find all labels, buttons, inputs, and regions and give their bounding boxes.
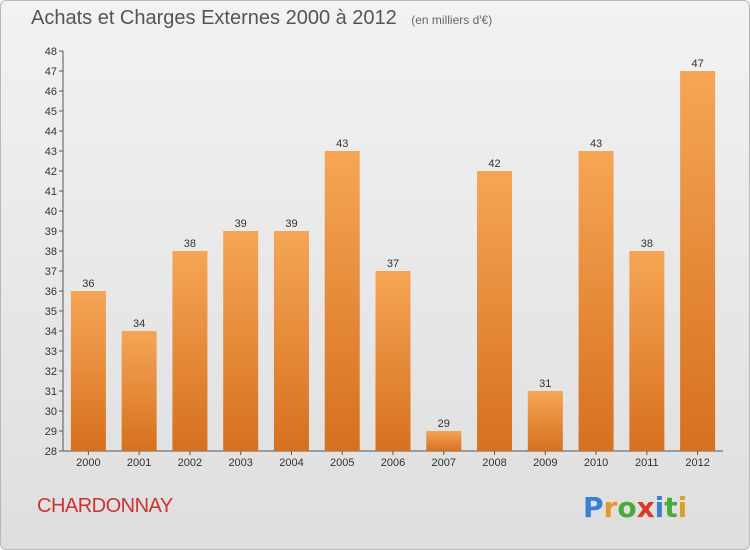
y-tick-label: 32	[45, 366, 57, 378]
y-tick-label: 42	[45, 166, 57, 178]
x-tick-label-2000: 2000	[76, 457, 100, 469]
data-label-2004: 39	[285, 218, 297, 230]
x-tick-label-2004: 2004	[279, 457, 303, 469]
chart-title: Achats et Charges Externes 2000 à 2012	[31, 7, 397, 29]
bar-2010	[578, 151, 614, 451]
y-tick-label: 40	[45, 206, 57, 218]
data-label-2005: 43	[336, 138, 348, 150]
y-tick-label: 33	[45, 346, 57, 358]
proxiti-logo: Proxiti	[583, 491, 687, 524]
y-tick-label: 48	[45, 46, 57, 58]
y-tick-label: 43	[45, 146, 57, 158]
x-tick-label-2009: 2009	[533, 457, 557, 469]
bar-2004	[273, 231, 309, 451]
data-label-2002: 38	[184, 238, 196, 250]
data-labels: 36 34 38 39 39 43 37 29 42 31 43 38 47	[82, 58, 703, 430]
x-tick-label-2001: 2001	[127, 457, 151, 469]
chart-subtitle: (en milliers d'€)	[411, 13, 493, 27]
bar-2008	[477, 171, 513, 451]
bar-2000	[70, 291, 106, 451]
y-tick-label: 45	[45, 106, 57, 118]
y-tick-label: 30	[45, 406, 57, 418]
x-tick-label-2005: 2005	[330, 457, 354, 469]
y-tick-label: 37	[45, 266, 57, 278]
y-tick-label: 36	[45, 286, 57, 298]
x-tick-label-2011: 2011	[635, 457, 659, 469]
x-tick-label-2007: 2007	[432, 457, 456, 469]
bar-2001	[121, 331, 157, 451]
data-label-2009: 31	[539, 378, 551, 390]
logo-letter: x	[636, 491, 655, 524]
x-tick-label-2006: 2006	[381, 457, 405, 469]
data-label-2012: 47	[691, 58, 703, 70]
bar-2012	[680, 71, 716, 451]
x-tick-label-2003: 2003	[228, 457, 252, 469]
y-tick-label: 47	[45, 66, 57, 78]
y-tick-label: 44	[45, 126, 57, 138]
title-row: Achats et Charges Externes 2000 à 2012 (…	[31, 7, 492, 30]
logo-letter: t	[664, 491, 678, 524]
logo-letter: P	[583, 491, 604, 524]
bar-2007	[426, 431, 462, 451]
bar-2011	[629, 251, 665, 451]
location-name: CHARDONNAY	[37, 495, 173, 517]
data-label-2003: 39	[235, 218, 247, 230]
bars	[70, 71, 716, 451]
data-label-2001: 34	[133, 318, 145, 330]
y-tick-label: 34	[45, 326, 57, 338]
y-tick-label: 29	[45, 426, 57, 438]
x-tick-label-2012: 2012	[685, 457, 709, 469]
logo-letter: i	[654, 491, 665, 524]
bar-2009	[527, 391, 563, 451]
y-tick-label: 39	[45, 226, 57, 238]
y-tick-label: 46	[45, 86, 57, 98]
logo-letter: o	[617, 491, 637, 524]
logo-letter: r	[603, 491, 618, 524]
bar-2006	[375, 271, 411, 451]
y-tick-label: 31	[45, 386, 57, 398]
data-label-2010: 43	[590, 138, 602, 150]
x-axis-ticks: 2000 2001 2002 2003 2004 2005 2006 2007 2008 2009…	[76, 451, 710, 469]
y-tick-label: 28	[45, 446, 57, 458]
bar-2002	[172, 251, 208, 451]
y-axis-ticks: 28 29 30 31 32 33 34 35 36 37 38 39 40 41 42 43 44 45 46 47…	[45, 46, 63, 458]
y-tick-label: 41	[45, 186, 57, 198]
bar-2005	[324, 151, 360, 451]
x-tick-label-2010: 2010	[584, 457, 608, 469]
data-label-2006: 37	[387, 258, 399, 270]
data-label-2007: 29	[438, 418, 450, 430]
bar-2003	[223, 231, 259, 451]
data-label-2011: 38	[641, 238, 653, 250]
logo-letter: i	[677, 491, 688, 524]
y-tick-label: 38	[45, 246, 57, 258]
x-tick-label-2008: 2008	[482, 457, 506, 469]
data-label-2000: 36	[82, 278, 94, 290]
y-tick-label: 35	[45, 306, 57, 318]
data-label-2008: 42	[488, 158, 500, 170]
x-tick-label-2002: 2002	[178, 457, 202, 469]
